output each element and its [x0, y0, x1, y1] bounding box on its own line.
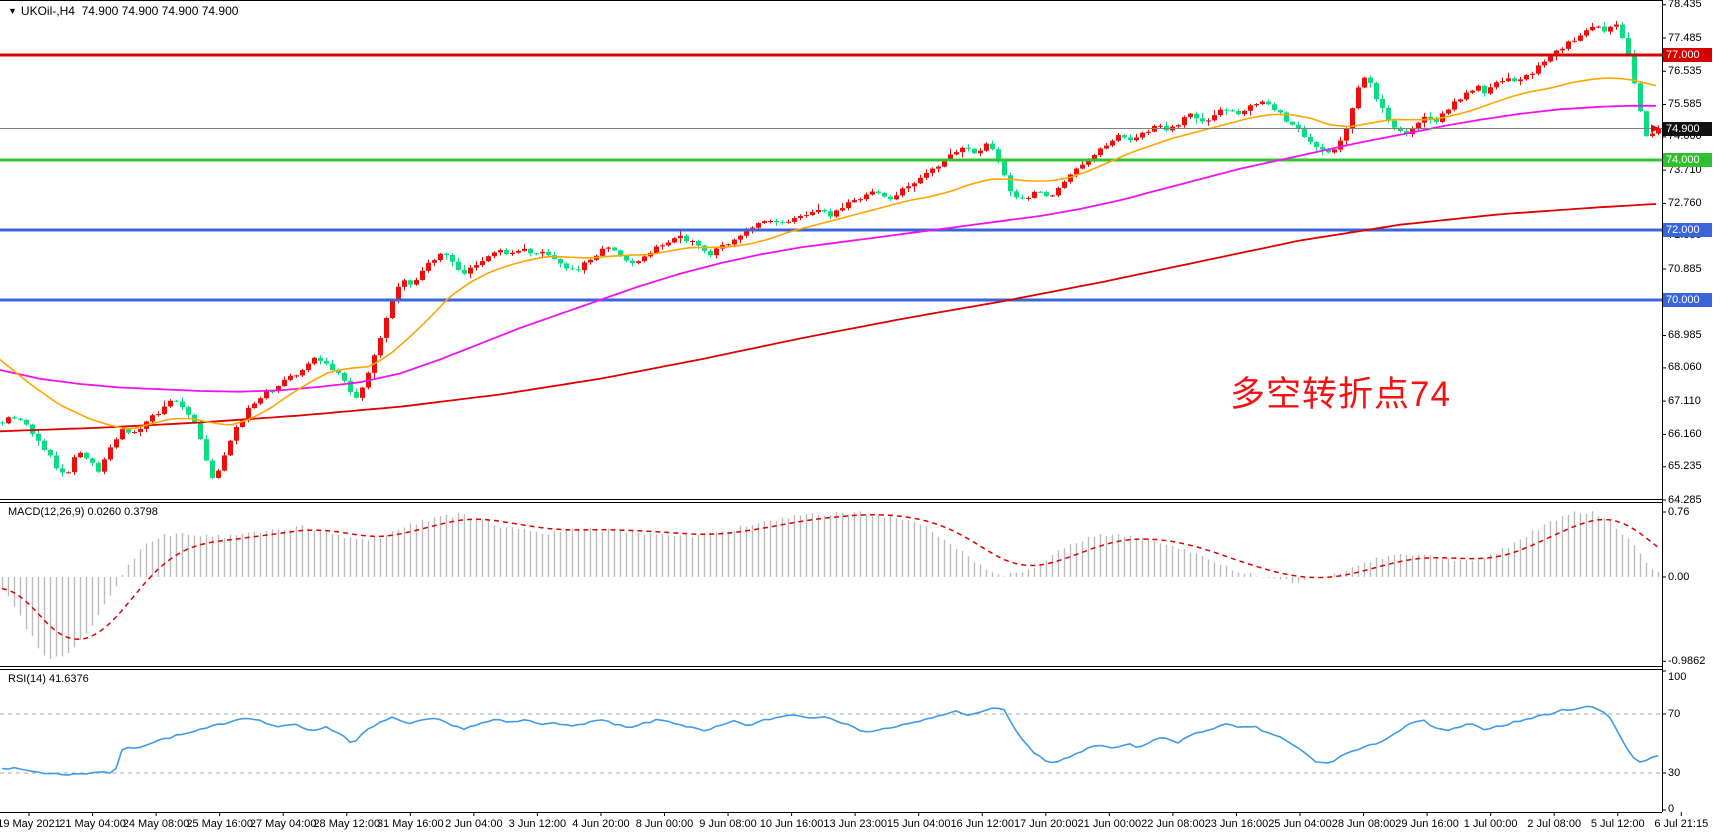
time-axis-label: 2 Jul 08:00: [1527, 818, 1582, 830]
time-axis-label: 4 Jun 20:00: [572, 818, 630, 830]
time-axis-label: 6 Jul 21:15: [1654, 818, 1709, 830]
price-axis-label: 78.435: [1668, 0, 1702, 11]
symbol-period-label: UKOil-,H4: [20, 4, 75, 18]
price-level-badge: 74.000: [1663, 153, 1712, 167]
ma-slow-red: [0, 203, 1657, 433]
ma-fast-orange: [0, 77, 1657, 430]
time-axis-label: 25 May 16:00: [186, 818, 253, 830]
chinese-annotation: 多空转折点74: [1230, 375, 1451, 414]
price-axis-label: 77.485: [1668, 31, 1702, 44]
time-axis-label: 29 Jun 16:00: [1395, 818, 1459, 830]
price-axis-label: 76.535: [1668, 64, 1702, 77]
symbol-dropdown-icon: ▼: [8, 6, 17, 16]
rsi-indicator-label: RSI(14) 41.6376: [8, 673, 89, 685]
time-axis-label: 15 Jun 04:00: [886, 818, 951, 830]
macd-axis-label: -0.9862: [1668, 654, 1706, 667]
time-axis-label: 17 Jun 20:00: [1013, 818, 1078, 830]
time-axis-label: 1 Jul 00:00: [1463, 818, 1518, 830]
time-axis-label: 5 Jul 12:00: [1590, 818, 1645, 830]
rsi-axis-label: 100: [1668, 671, 1687, 683]
price-axis-label: 75.585: [1668, 98, 1702, 111]
price-axis-label: 70.885: [1668, 262, 1702, 275]
price-axis-label: 64.285: [1668, 493, 1702, 506]
price-axis-label: 68.985: [1668, 329, 1702, 342]
macd-indicator-label: MACD(12,26,9) 0.0260 0.3798: [8, 506, 158, 518]
rsi-axis-label: 0: [1668, 803, 1675, 815]
price-axis-label: 67.110: [1668, 394, 1701, 407]
time-axis-label: 2 Jun 04:00: [445, 818, 503, 830]
time-axis-label: 24 May 08:00: [122, 818, 190, 830]
price-level-badge: 72.000: [1663, 223, 1712, 237]
macd-axis-label: 0.00: [1668, 570, 1690, 583]
rsi-axis-label: 70: [1668, 707, 1681, 720]
rsi-line: [1, 705, 1659, 776]
time-axis-label: 27 May 04:00: [249, 818, 317, 830]
time-axis-label: 31 May 16:00: [376, 818, 444, 830]
time-axis-label: 10 Jun 16:00: [759, 818, 824, 830]
price-axis-label: 68.060: [1668, 361, 1702, 374]
time-axis-label: 13 Jun 23:00: [823, 818, 887, 830]
symbol-info-bar: ▼ UKOil-,H4 74.900 74.900 74.900 74.900: [8, 4, 238, 18]
time-axis-label: 8 Jun 00:00: [635, 818, 694, 830]
ma-mid-magenta: [0, 104, 1656, 393]
ohlc-values: 74.900 74.900 74.900 74.900: [81, 4, 239, 18]
time-axis-label: 16 Jun 12:00: [950, 818, 1015, 830]
macd-axis-label: 0.76: [1668, 505, 1690, 518]
macd-signal-line: [1, 514, 1659, 641]
time-axis-label: 28 Jun 08:00: [1331, 818, 1396, 830]
time-axis-label: 19 May 2021: [0, 818, 61, 830]
time-axis-label: 22 Jun 08:00: [1141, 818, 1205, 830]
current-price-arrow-icon: [1651, 124, 1660, 133]
time-axis-label: 21 Jun 00:00: [1077, 818, 1142, 830]
time-axis-label: 25 Jun 04:00: [1268, 818, 1332, 830]
price-axis-label: 65.235: [1668, 460, 1702, 473]
price-level-badge: 70.000: [1663, 293, 1712, 307]
time-axis-label: 9 Jun 08:00: [699, 818, 757, 830]
price-level-badge: 77.000: [1663, 48, 1712, 62]
time-axis-label: 28 May 12:00: [313, 818, 381, 830]
price-axis-label: 66.160: [1668, 427, 1702, 440]
rsi-axis-label: 30: [1668, 766, 1681, 779]
price-axis-label: 72.760: [1668, 196, 1702, 209]
time-axis-label: 3 Jun 12:00: [508, 818, 567, 830]
time-axis-label: 23 Jun 16:00: [1204, 818, 1269, 830]
price-level-badge: 74.900: [1663, 121, 1712, 136]
time-axis-label: 21 May 04:00: [59, 818, 126, 830]
